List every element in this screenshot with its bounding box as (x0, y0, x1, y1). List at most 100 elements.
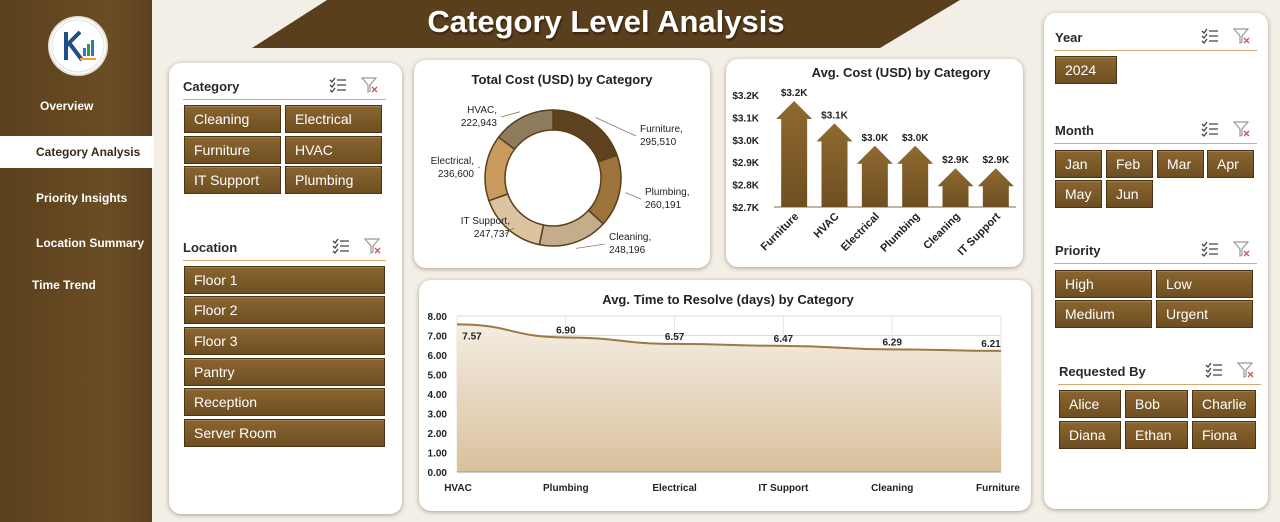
x-tick-label: Electrical (839, 211, 882, 254)
priority-chip-high[interactable]: High (1055, 270, 1152, 298)
location-chip-floor-1[interactable]: Floor 1 (184, 266, 385, 294)
nav-priority-insights[interactable]: Priority Insights (0, 182, 152, 214)
slice-label-value: 260,191 (645, 200, 682, 211)
clear-filter-icon[interactable] (1237, 362, 1255, 378)
month-chip-may[interactable]: May (1055, 180, 1102, 208)
requested-by-chip-bob[interactable]: Bob (1125, 390, 1188, 418)
donut-slice-plumbing[interactable] (587, 154, 622, 225)
nav-location-summary[interactable]: Location Summary (0, 227, 152, 259)
nav-label: Priority Insights (36, 191, 128, 205)
multi-select-icon[interactable] (329, 77, 347, 93)
nav-overview[interactable]: Overview (0, 90, 152, 122)
y-tick-label: 4.00 (428, 390, 448, 401)
nav-category-analysis[interactable]: Category Analysis (0, 136, 154, 168)
slicer-divider (183, 260, 386, 261)
slice-label-name: Electrical, (431, 156, 474, 167)
area-data-label: 6.57 (665, 332, 685, 343)
area-data-label: 6.47 (774, 334, 794, 345)
leader-line (504, 227, 515, 235)
slicer-divider (183, 99, 386, 100)
month-chip-jun[interactable]: Jun (1106, 180, 1153, 208)
location-chip-floor-3[interactable]: Floor 3 (184, 327, 385, 355)
y-tick-label: $3.1K (732, 113, 759, 124)
category-chip-electrical[interactable]: Electrical (285, 105, 382, 133)
month-chip-jan[interactable]: Jan (1055, 150, 1102, 178)
category-chip-it-support[interactable]: IT Support (184, 166, 281, 194)
area-data-label: 6.21 (981, 339, 1001, 350)
multi-select-icon[interactable] (332, 238, 350, 254)
donut-slice-hvac[interactable] (497, 109, 554, 151)
clear-filter-icon[interactable] (1233, 28, 1251, 44)
location-chip-floor-2[interactable]: Floor 2 (184, 296, 385, 324)
month-chip-apr[interactable]: Apr (1207, 150, 1254, 178)
multi-select-icon[interactable] (1201, 121, 1219, 137)
month-chip-mar[interactable]: Mar (1157, 150, 1204, 178)
clear-filter-icon[interactable] (361, 77, 379, 93)
category-chip-hvac[interactable]: HVAC (285, 136, 382, 164)
chart-title: Total Cost (USD) by Category (471, 72, 653, 87)
priority-chip-low[interactable]: Low (1156, 270, 1253, 298)
clear-filter-icon[interactable] (364, 238, 382, 254)
slice-label-name: Plumbing, (645, 187, 689, 198)
priority-chip-medium[interactable]: Medium (1055, 300, 1152, 328)
avg-time-chart-card: Avg. Time to Resolve (days) by Category … (419, 280, 1031, 511)
slice-label-value: 222,943 (461, 118, 498, 129)
slicer-divider (1054, 143, 1257, 144)
x-tick-label: IT Support (956, 210, 1004, 258)
bar-chart: $3.2K $3.1K $3.0K $2.9K $2.8K $2.7K $3.2K Furni… (732, 88, 1016, 258)
location-chip-reception[interactable]: Reception (184, 388, 385, 416)
total-cost-chart-card: Total Cost (USD) by Category Furniture, 2… (414, 60, 710, 268)
bar-it-support[interactable] (977, 168, 1014, 207)
donut-slice-furniture[interactable] (552, 109, 619, 163)
month-slicer-title: Month (1055, 123, 1094, 138)
sidebar: Overview Category Analysis Priority Insi… (0, 0, 154, 522)
requested-by-chip-fiona[interactable]: Fiona (1192, 421, 1256, 449)
y-tick-label: 6.00 (428, 351, 448, 362)
y-tick-label: 2.00 (428, 429, 448, 440)
year-chip-2024[interactable]: 2024 (1055, 56, 1117, 84)
nav-time-trend[interactable]: Time Trend (0, 269, 152, 301)
category-chip-plumbing[interactable]: Plumbing (285, 166, 382, 194)
multi-select-icon[interactable] (1205, 362, 1223, 378)
area-data-label: 7.57 (462, 331, 482, 342)
multi-select-icon[interactable] (1201, 28, 1219, 44)
right-slicer-panel: Year 2024 Month Jan Feb Mar Apr May Jun … (1044, 13, 1268, 509)
y-tick-label: 0.00 (428, 468, 448, 479)
category-chip-cleaning[interactable]: Cleaning (184, 105, 281, 133)
x-tick-label: HVAC (444, 483, 472, 494)
slice-label-value: 295,510 (640, 137, 677, 148)
donut-slice-cleaning[interactable] (538, 209, 605, 247)
bar-furniture[interactable] (776, 101, 813, 207)
bar-cleaning[interactable] (937, 168, 974, 207)
x-tick-label: IT Support (758, 483, 809, 494)
area-data-label: 6.29 (882, 337, 902, 348)
requested-by-chip-alice[interactable]: Alice (1059, 390, 1121, 418)
slice-label-value: 247,737 (474, 229, 511, 240)
y-tick-label: 3.00 (428, 410, 448, 421)
bar-plumbing[interactable] (897, 145, 934, 207)
requested-by-chip-ethan[interactable]: Ethan (1125, 421, 1188, 449)
slice-label-name: Furniture, (640, 124, 683, 135)
multi-select-icon[interactable] (1201, 241, 1219, 257)
category-chip-furniture[interactable]: Furniture (184, 136, 281, 164)
avg-cost-chart-card: Avg. Cost (USD) by Category $3.2K $3.1K $3… (726, 59, 1023, 267)
priority-chip-urgent[interactable]: Urgent (1156, 300, 1253, 328)
y-tick-label: 7.00 (428, 332, 448, 343)
x-tick-label: Cleaning (871, 483, 913, 494)
x-tick-label: Plumbing (543, 483, 589, 494)
area-data-label: 6.90 (556, 325, 576, 336)
category-slicer-title: Category (183, 79, 240, 94)
year-slicer-title: Year (1055, 30, 1083, 45)
y-tick-label: 8.00 (428, 312, 448, 323)
clear-filter-icon[interactable] (1233, 241, 1251, 257)
requested-by-chip-charlie[interactable]: Charlie (1192, 390, 1256, 418)
bar-electrical[interactable] (856, 145, 893, 207)
requested-by-chip-diana[interactable]: Diana (1059, 421, 1121, 449)
clear-filter-icon[interactable] (1233, 121, 1251, 137)
slicer-divider (1058, 384, 1261, 385)
x-tick-label: HVAC (812, 211, 842, 241)
location-chip-pantry[interactable]: Pantry (184, 358, 385, 386)
location-chip-server-room[interactable]: Server Room (184, 419, 385, 447)
month-chip-feb[interactable]: Feb (1106, 150, 1153, 178)
bar-hvac[interactable] (816, 123, 853, 207)
